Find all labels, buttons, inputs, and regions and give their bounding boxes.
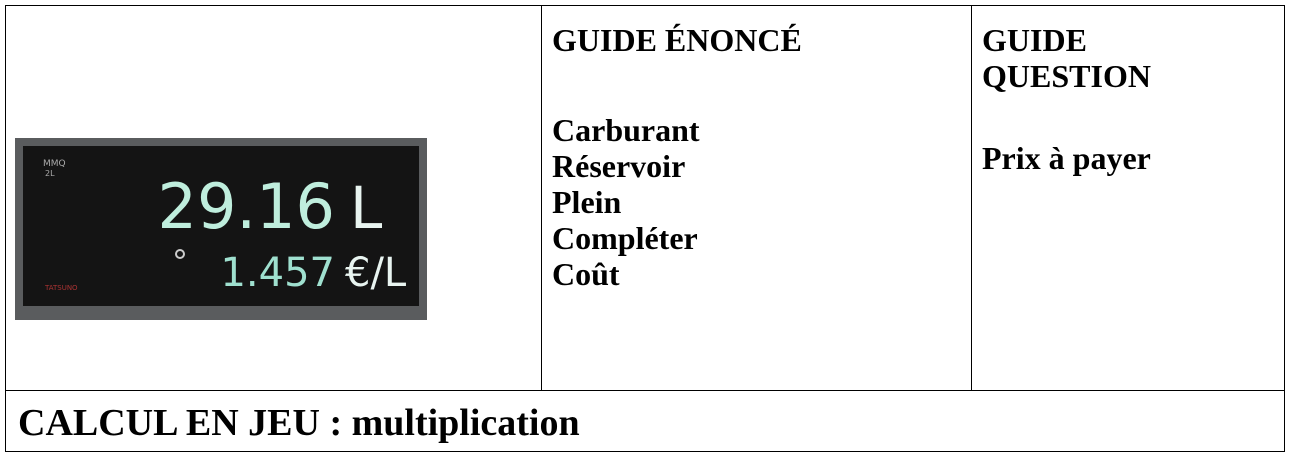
column-title: GUIDE ÉNONCÉ [552,22,802,58]
item-list: Carburant Réservoir Plein Compléter Coût [552,112,961,292]
price-unit: €/L [345,250,407,296]
price: 1.457 [220,250,335,296]
item: Plein [552,184,622,220]
volume: 29.16 [158,170,336,243]
footer-text: CALCUL EN JEU : multiplication [18,402,580,444]
item: Compléter [552,220,698,256]
indicator [175,249,185,259]
item-list: Prix à payer [982,140,1274,176]
item: Prix à payer [982,140,1151,176]
item: Réservoir [552,148,686,184]
brand: TATSUNO [44,284,78,292]
mode-label: 2L [45,169,55,178]
volume-unit: L [350,174,382,242]
item: Carburant [552,112,700,148]
item: Coût [552,256,620,292]
mode-label: MMQ [43,159,66,169]
footer-cell: CALCUL EN JEU : multiplication [5,390,1285,452]
pump-display: MMQ 2L 29.16 L 1.457 €/L TATSUNO [15,138,427,320]
display-screen [23,146,419,306]
question-cell: GUIDE QUESTION Prix à payer [971,5,1285,391]
statement-cell: GUIDE ÉNONCÉ Carburant Réservoir Plein Comp… [541,5,972,391]
image-cell: MMQ 2L 29.16 L 1.457 €/L TATSUNO [5,5,542,391]
column-title: GUIDE QUESTION [982,22,1151,94]
